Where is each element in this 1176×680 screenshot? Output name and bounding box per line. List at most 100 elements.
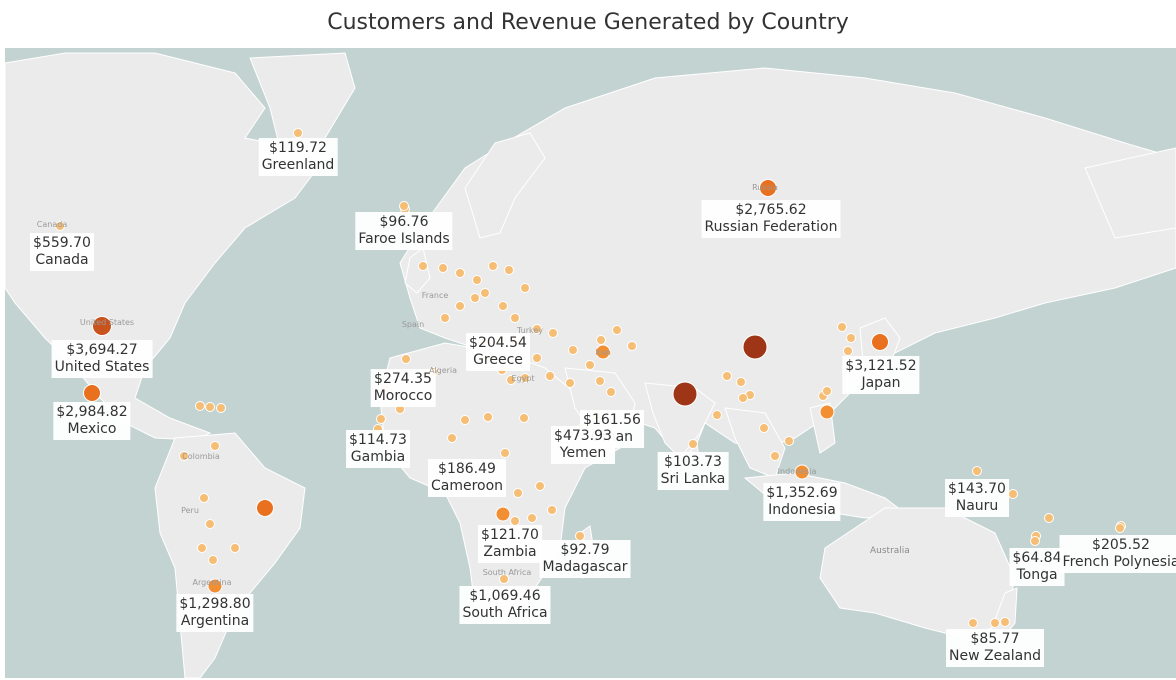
minor-customer-dot[interactable] [722,371,732,381]
minor-customer-dot[interactable] [210,441,220,451]
country-dot-russian-federation[interactable] [759,179,777,197]
country-dot-french-polynesia[interactable] [1115,523,1125,533]
minor-customer-dot[interactable] [504,265,514,275]
country-dot-argentina[interactable] [207,578,223,594]
country-dot-greenland[interactable] [293,128,303,138]
country-dot-greece[interactable] [532,324,542,334]
minor-customer-dot[interactable] [585,360,595,370]
minor-customer-dot[interactable] [500,448,510,458]
country-dot-new-zealand[interactable] [990,618,1000,628]
country-dot-mexico[interactable] [83,384,101,402]
minor-customer-dot[interactable] [199,493,209,503]
country-dot-unlabeled[interactable] [742,334,768,360]
minor-customer-dot[interactable] [568,345,578,355]
country-dot-cameroon[interactable] [447,433,457,443]
chart-title: Customers and Revenue Generated by Count… [327,10,849,35]
minor-customer-dot[interactable] [179,451,189,461]
basemap-label: Egypt [511,374,535,383]
revenue-value: $114.73 [349,432,407,448]
minor-customer-dot[interactable] [1000,617,1010,627]
country-dot-tonga[interactable] [1030,536,1040,546]
minor-customer-dot[interactable] [968,618,978,628]
minor-customer-dot[interactable] [606,387,616,397]
minor-customer-dot[interactable] [520,283,530,293]
minor-customer-dot[interactable] [513,488,523,498]
minor-customer-dot[interactable] [535,481,545,491]
country-dot-indonesia[interactable] [794,464,810,480]
minor-customer-dot[interactable] [197,543,207,553]
map-canvas: Australia [5,48,1176,678]
minor-customer-dot[interactable] [843,346,853,356]
revenue-value: $204.54 [469,335,527,351]
minor-customer-dot[interactable] [736,377,746,387]
country-dot-unlabeled[interactable] [595,344,611,360]
minor-customer-dot[interactable] [205,519,215,529]
minor-customer-dot[interactable] [532,353,542,363]
minor-customer-dot[interactable] [483,412,493,422]
revenue-value: $96.76 [379,214,429,230]
country-dot-japan[interactable] [871,333,889,351]
minor-customer-dot[interactable] [759,423,769,433]
minor-customer-dot[interactable] [846,333,856,343]
minor-customer-dot[interactable] [822,386,832,396]
country-dot-south-africa[interactable] [499,574,509,584]
minor-customer-dot[interactable] [455,268,465,278]
minor-customer-dot[interactable] [472,275,482,285]
minor-customer-dot[interactable] [488,261,498,271]
minor-customer-dot[interactable] [506,375,516,385]
minor-customer-dot[interactable] [498,301,508,311]
revenue-value: $1,298.80 [179,596,251,612]
minor-customer-dot[interactable] [738,393,748,403]
country-name: Greece [473,352,523,368]
country-dot-canada[interactable] [55,221,65,231]
minor-customer-dot[interactable] [712,410,722,420]
minor-customer-dot[interactable] [440,313,450,323]
minor-customer-dot[interactable] [208,555,218,565]
minor-customer-dot[interactable] [438,263,448,273]
country-name: Canada [35,252,89,268]
minor-customer-dot[interactable] [520,373,530,383]
minor-customer-dot[interactable] [545,371,555,381]
minor-customer-dot[interactable] [612,325,622,335]
minor-customer-dot[interactable] [837,322,847,332]
minor-customer-dot[interactable] [230,543,240,553]
minor-customer-dot[interactable] [216,403,226,413]
minor-customer-dot[interactable] [627,341,637,351]
country-dot-united-states[interactable] [92,316,112,336]
minor-customer-dot[interactable] [784,436,794,446]
country-name: Indonesia [768,502,836,518]
minor-customer-dot[interactable] [418,261,428,271]
country-dot-faroe-islands[interactable] [399,201,409,211]
country-dot-unlabeled[interactable] [495,506,511,522]
minor-customer-dot[interactable] [455,301,465,311]
minor-customer-dot[interactable] [460,415,470,425]
revenue-value: $473.93 [554,428,612,444]
minor-customer-dot[interactable] [1008,489,1018,499]
country-dot-unlabeled[interactable] [819,404,835,420]
minor-customer-dot[interactable] [1044,513,1054,523]
minor-customer-dot[interactable] [510,313,520,323]
minor-customer-dot[interactable] [770,451,780,461]
country-dot-unlabeled[interactable] [256,499,274,517]
country-name: Sri Lanka [660,471,726,487]
minor-customer-dot[interactable] [205,402,215,412]
basemap-label: Argentina [192,578,232,587]
minor-customer-dot[interactable] [548,328,558,338]
world-map[interactable]: Australia $119.72 Greenland $559.70 Canada $… [5,48,1176,678]
minor-customer-dot[interactable] [519,413,529,423]
minor-customer-dot[interactable] [565,378,575,388]
country-dot-unlabeled[interactable] [672,381,698,407]
minor-customer-dot[interactable] [480,288,490,298]
minor-customer-dot[interactable] [596,335,606,345]
minor-customer-dot[interactable] [595,376,605,386]
revenue-value: $103.73 [664,454,722,470]
revenue-value: $92.79 [560,542,610,558]
minor-customer-dot[interactable] [527,513,537,523]
minor-customer-dot[interactable] [547,505,557,515]
minor-customer-dot[interactable] [376,414,386,424]
minor-customer-dot[interactable] [195,401,205,411]
country-dot-nauru[interactable] [972,466,982,476]
country-dot-sri-lanka[interactable] [688,439,698,449]
minor-customer-dot[interactable] [401,354,411,364]
minor-customer-dot[interactable] [470,293,480,303]
